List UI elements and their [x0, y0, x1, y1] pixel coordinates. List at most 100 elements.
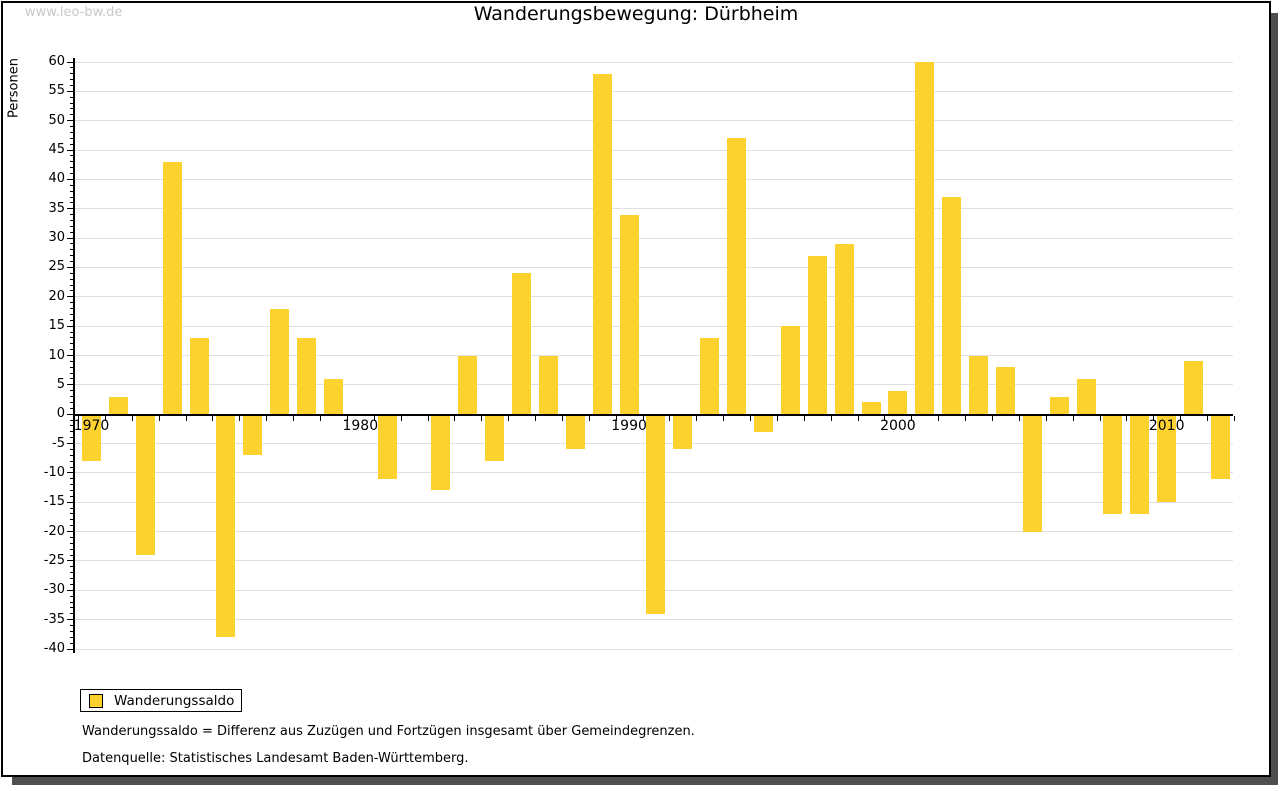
y-minor-tick: [70, 642, 73, 644]
bar-2009: [1130, 414, 1150, 514]
x-tick: [239, 416, 241, 422]
x-tick: [104, 416, 106, 422]
y-major-tick: [67, 61, 73, 63]
bar-1990: [619, 214, 639, 415]
y-tick-label: 25: [48, 259, 65, 275]
gridline: [75, 619, 1233, 621]
bar-1998: [834, 243, 854, 415]
y-tick-label: 40: [48, 171, 65, 187]
y-minor-tick: [70, 231, 73, 233]
y-minor-tick: [70, 337, 73, 339]
gridline: [75, 296, 1233, 298]
y-minor-tick: [70, 255, 73, 257]
y-minor-tick: [70, 425, 73, 427]
bar-1983: [431, 414, 451, 491]
gridline: [75, 355, 1233, 356]
x-tick: [669, 416, 671, 422]
gridline: [75, 384, 1233, 386]
bar-1981: [377, 414, 397, 479]
y-minor-tick: [70, 454, 73, 456]
y-minor-tick: [70, 173, 73, 175]
y-major-tick: [67, 589, 73, 591]
bar-1975: [216, 414, 236, 638]
y-minor-tick: [70, 525, 73, 527]
y-minor-tick: [70, 284, 73, 286]
bar-2001: [915, 62, 935, 415]
x-tick: [293, 416, 295, 422]
legend-label: Wanderungssaldo: [114, 692, 235, 709]
x-tick: [427, 416, 429, 422]
y-minor-tick: [70, 184, 73, 186]
x-tick: [1233, 416, 1235, 422]
x-tick: [991, 416, 993, 422]
x-tick: [911, 416, 913, 422]
x-tick: [1207, 416, 1209, 422]
y-tick-label: 50: [48, 112, 65, 128]
y-tick-label: 35: [48, 200, 65, 216]
y-minor-tick: [70, 554, 73, 556]
x-tick: [561, 416, 563, 422]
x-tick: [1126, 416, 1128, 422]
x-tick: [212, 416, 214, 422]
x-tick: [158, 416, 160, 422]
y-minor-tick: [70, 431, 73, 433]
y-minor-tick: [70, 636, 73, 638]
y-minor-tick: [70, 448, 73, 450]
y-minor-tick: [70, 613, 73, 615]
chart-title: Wanderungsbewegung: Dürbheim: [473, 3, 799, 25]
y-minor-tick: [70, 519, 73, 521]
y-tick-label: 55: [48, 83, 65, 99]
x-tick-label: 1990: [611, 418, 647, 435]
y-minor-tick: [70, 625, 73, 627]
y-minor-tick: [70, 378, 73, 380]
bar-2004: [995, 367, 1015, 415]
bar-1970: [82, 414, 101, 462]
bar-2005: [1022, 414, 1042, 532]
x-tick: [696, 416, 698, 422]
x-tick: [1099, 416, 1101, 422]
bar-1995: [754, 414, 773, 432]
y-minor-tick: [70, 513, 73, 515]
x-tick: [400, 416, 402, 422]
x-tick: [508, 416, 510, 422]
y-minor-tick: [70, 313, 73, 315]
y-major-tick: [67, 208, 73, 210]
y-minor-tick: [70, 272, 73, 274]
bar-1985: [485, 414, 505, 462]
gridline: [75, 90, 1233, 92]
x-tick: [642, 416, 644, 422]
y-minor-tick: [70, 601, 73, 603]
y-minor-tick: [70, 401, 73, 403]
y-minor-tick: [70, 214, 73, 216]
y-major-tick: [67, 325, 73, 327]
gridline: [75, 61, 1233, 63]
x-tick: [481, 416, 483, 422]
bar-1984: [458, 355, 478, 415]
y-minor-tick: [70, 243, 73, 245]
bar-1992: [673, 414, 693, 450]
bar-1993: [700, 337, 720, 415]
y-major-tick: [67, 531, 73, 533]
x-tick: [938, 416, 940, 422]
x-tick: [373, 416, 375, 422]
y-minor-tick: [70, 583, 73, 585]
y-minor-tick: [70, 349, 73, 351]
bar-1971: [108, 396, 128, 415]
y-minor-tick: [70, 131, 73, 133]
y-minor-tick: [70, 331, 73, 333]
y-minor-tick: [70, 548, 73, 550]
y-minor-tick: [70, 161, 73, 163]
y-minor-tick: [70, 225, 73, 227]
x-tick: [1045, 416, 1047, 422]
y-major-tick: [67, 619, 73, 621]
y-minor-tick: [70, 155, 73, 157]
y-minor-tick: [70, 196, 73, 198]
x-tick: [185, 416, 187, 422]
gridline: [75, 208, 1233, 210]
y-minor-tick: [70, 73, 73, 75]
footnote-source: Datenquelle: Statistisches Landesamt Bad…: [82, 751, 469, 766]
plot-area: -40 -35 -30 -25 -20 -15 -10 -5 0 5 10 15 20 25 30 35 40 4…: [44, 54, 1235, 656]
y-minor-tick: [70, 419, 73, 421]
y-major-tick: [67, 266, 73, 268]
